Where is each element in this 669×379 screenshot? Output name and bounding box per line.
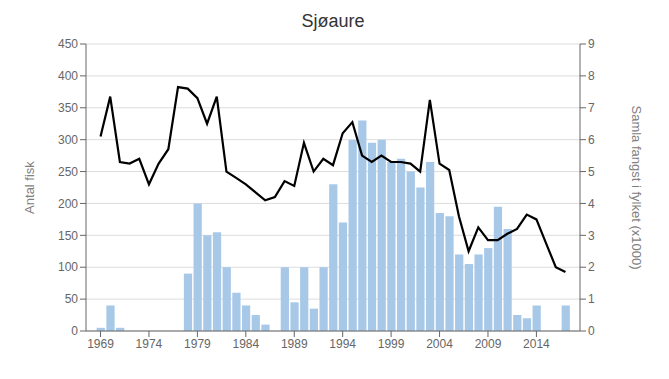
svg-text:150: 150 [58,229,78,243]
svg-text:5: 5 [588,165,595,179]
svg-text:Antal fisk: Antal fisk [22,161,37,214]
svg-text:250: 250 [58,165,78,179]
svg-text:350: 350 [58,101,78,115]
svg-text:400: 400 [58,69,78,83]
html-text:Sjøaure: Sjøaure [301,11,365,31]
svg-text:2004: 2004 [426,337,453,351]
svg-text:2009: 2009 [475,337,502,351]
svg-text:Samla fangst i fylket (x1000): Samla fangst i fylket (x1000) [629,105,644,269]
svg-text:0: 0 [71,324,78,338]
svg-text:7: 7 [588,101,595,115]
svg-text:1994: 1994 [329,337,356,351]
svg-text:1974: 1974 [136,337,163,351]
svg-text:4: 4 [588,197,595,211]
svg-text:1989: 1989 [281,337,308,351]
svg-text:300: 300 [58,133,78,147]
svg-text:1969: 1969 [87,337,114,351]
svg-text:0: 0 [588,324,595,338]
svg-text:3: 3 [588,229,595,243]
svg-text:200: 200 [58,197,78,211]
svg-text:6: 6 [588,133,595,147]
svg-text:9: 9 [588,37,595,51]
svg-text:8: 8 [588,69,595,83]
svg-text:2014: 2014 [523,337,550,351]
svg-text:1984: 1984 [232,337,259,351]
svg-text:100: 100 [58,260,78,274]
svg-text:1999: 1999 [378,337,405,351]
svg-text:1979: 1979 [184,337,211,351]
svg-text:2: 2 [588,260,595,274]
svg-text:450: 450 [58,37,78,51]
svg-text:50: 50 [65,292,79,306]
svg-text:1: 1 [588,292,595,306]
